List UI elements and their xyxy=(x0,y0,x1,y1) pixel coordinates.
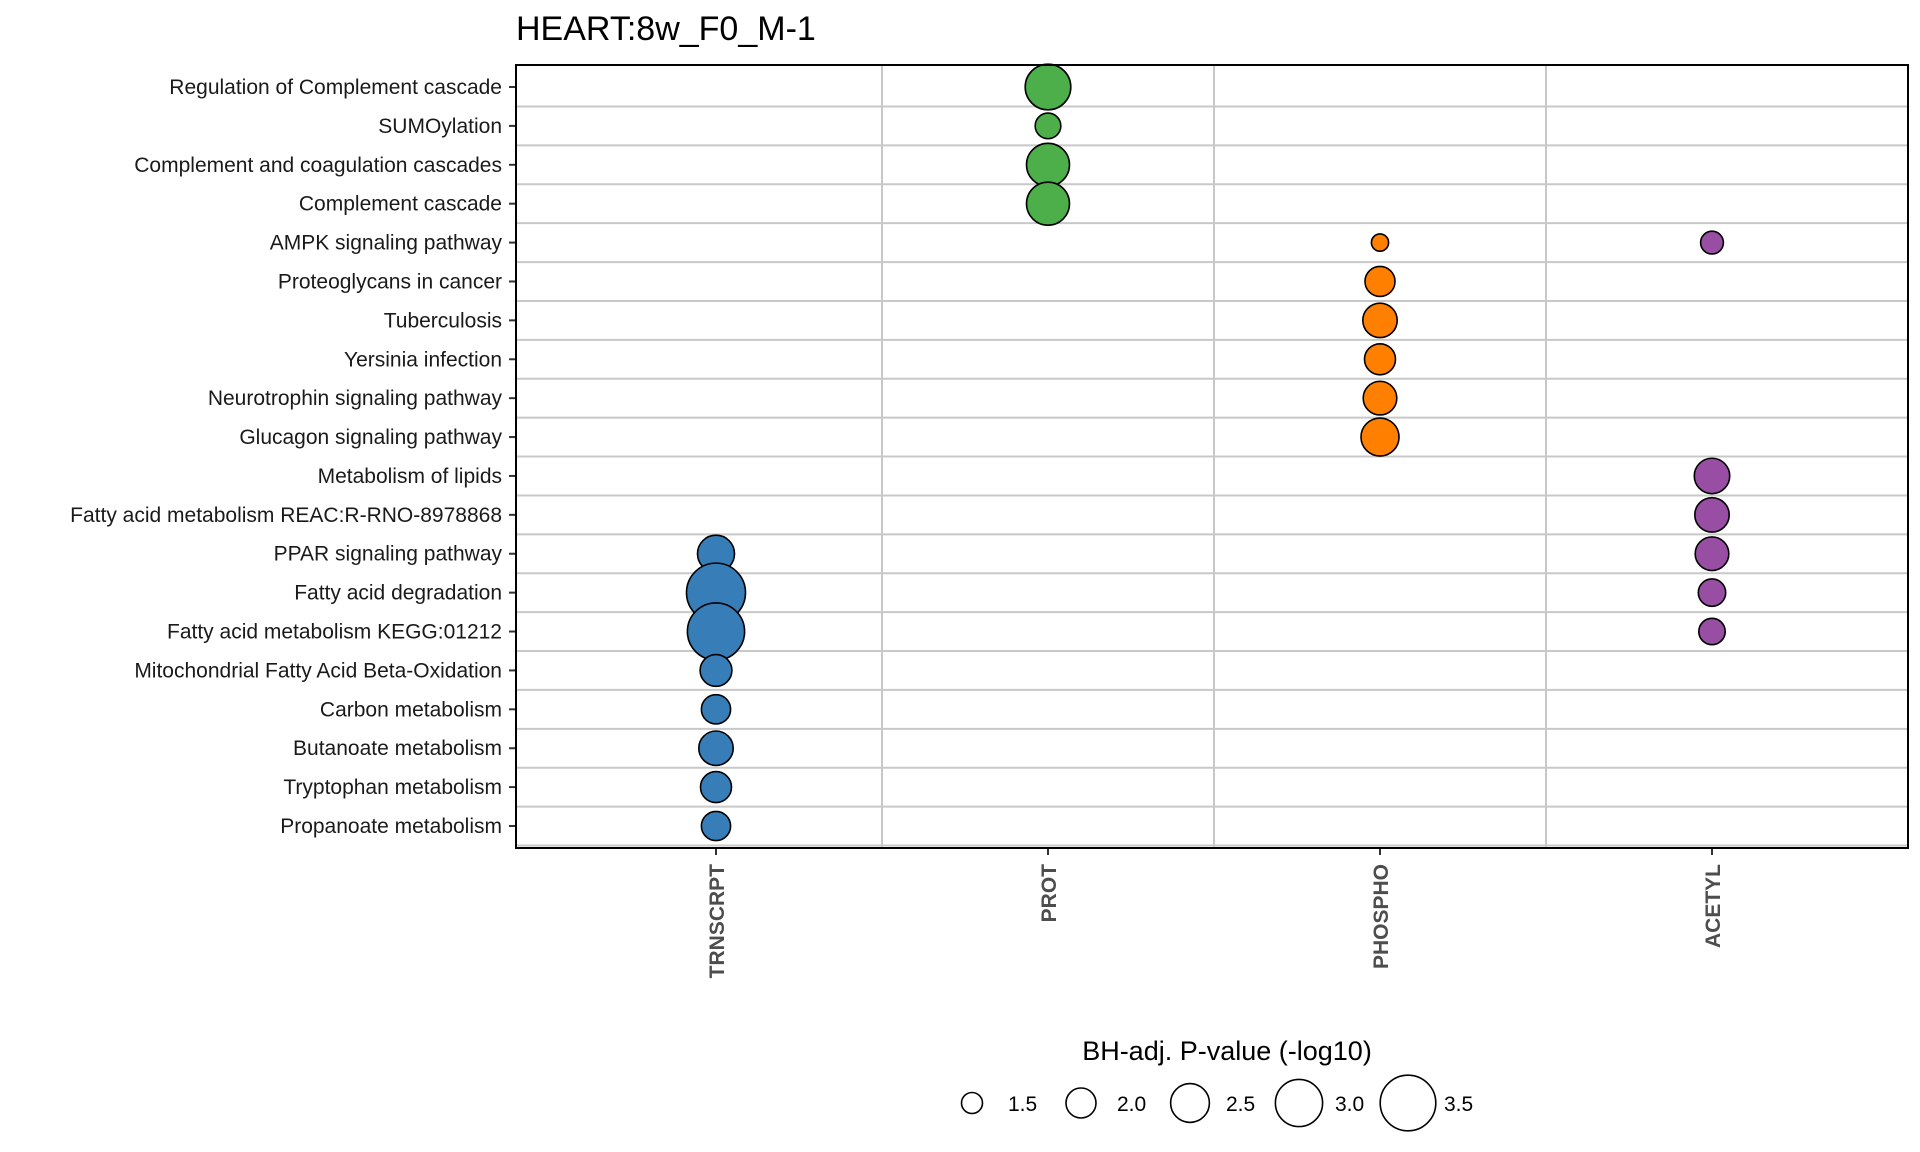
y-axis-label: PPAR signaling pathway xyxy=(274,543,503,566)
y-axis-label: Neurotrophin signaling pathway xyxy=(208,387,503,410)
y-axis-label: Metabolism of lipids xyxy=(318,465,502,488)
legend-key-circle xyxy=(1065,1087,1097,1119)
y-axis-label: Carbon metabolism xyxy=(320,698,502,721)
data-point xyxy=(1034,112,1062,140)
y-axis-label: Tryptophan metabolism xyxy=(283,776,502,799)
plot-panel-border xyxy=(515,64,1909,849)
legend-key-label: 3.0 xyxy=(1335,1093,1364,1116)
size-legend: 1.5 2.0 2.5 3.0 3.5 xyxy=(960,1074,1473,1132)
legend-key-circle xyxy=(1274,1078,1324,1128)
y-axis-label: Yersinia infection xyxy=(344,348,502,371)
y-axis-label: Regulation of Complement cascade xyxy=(169,76,502,99)
legend-key-label: 1.5 xyxy=(1008,1093,1037,1116)
legend-title: BH-adj. P-value (-log10) xyxy=(1082,1036,1372,1066)
y-axis-labels: Regulation of Complement cascade SUMOylat… xyxy=(70,76,502,838)
data-point xyxy=(1025,142,1071,188)
data-point xyxy=(699,653,733,688)
data-point xyxy=(1370,233,1390,252)
legend-key-circle xyxy=(1379,1074,1437,1132)
y-axis-label: Tuberculosis xyxy=(384,309,502,332)
data-point xyxy=(1693,457,1731,495)
y-axis-label: Complement and coagulation cascades xyxy=(134,154,502,177)
data-point xyxy=(1699,230,1725,255)
y-axis-label: AMPK signaling pathway xyxy=(270,232,503,255)
data-point xyxy=(1362,380,1398,416)
legend-key-label: 3.5 xyxy=(1444,1093,1473,1116)
x-axis-label: TRNSCRPT xyxy=(706,864,729,979)
data-point xyxy=(1025,181,1071,226)
data-point xyxy=(1364,265,1396,298)
legend-key-circle xyxy=(960,1091,984,1115)
y-axis-label: Propanoate metabolism xyxy=(280,815,502,838)
data-point xyxy=(697,730,734,767)
y-axis-label: Proteoglycans in cancer xyxy=(278,270,502,293)
data-point xyxy=(1698,617,1727,646)
data-point xyxy=(1360,417,1400,457)
chart-title: HEART:8w_F0_M-1 xyxy=(516,10,816,48)
y-axis-label: Butanoate metabolism xyxy=(293,737,502,760)
y-axis-label: Fatty acid metabolism REAC:R-RNO-8978868 xyxy=(70,504,502,527)
data-point xyxy=(699,770,733,804)
data-point xyxy=(1694,536,1730,572)
grid-lines xyxy=(516,65,1908,848)
x-axis-label: ACETYL xyxy=(1702,864,1725,948)
x-axis-ticks xyxy=(715,848,1713,855)
data-point xyxy=(700,693,732,725)
x-axis-label: PHOSPHO xyxy=(1370,864,1393,969)
data-point xyxy=(1362,302,1399,339)
data-point xyxy=(1363,342,1397,376)
data-point xyxy=(1024,63,1072,111)
y-axis-label: Complement cascade xyxy=(299,193,502,216)
legend-key-label: 2.0 xyxy=(1117,1093,1146,1116)
data-points xyxy=(685,63,1731,842)
y-axis-label: Glucagon signaling pathway xyxy=(239,426,502,449)
data-point xyxy=(686,602,746,661)
x-axis-label: PROT xyxy=(1038,864,1061,923)
y-axis-label: Fatty acid degradation xyxy=(294,582,502,605)
legend-key-label: 2.5 xyxy=(1226,1093,1255,1116)
y-axis-label: Mitochondrial Fatty Acid Beta-Oxidation xyxy=(134,659,502,682)
legend-key-circle xyxy=(1169,1082,1211,1124)
data-point xyxy=(700,810,732,842)
y-axis-ticks xyxy=(509,86,516,827)
data-point xyxy=(1694,496,1731,533)
x-axis-labels: TRNSCRPT PROT PHOSPHO ACETYL xyxy=(706,864,1725,979)
y-axis-label: Fatty acid metabolism KEGG:01212 xyxy=(167,621,502,644)
y-axis-label: SUMOylation xyxy=(378,115,502,138)
data-point xyxy=(1697,578,1727,608)
